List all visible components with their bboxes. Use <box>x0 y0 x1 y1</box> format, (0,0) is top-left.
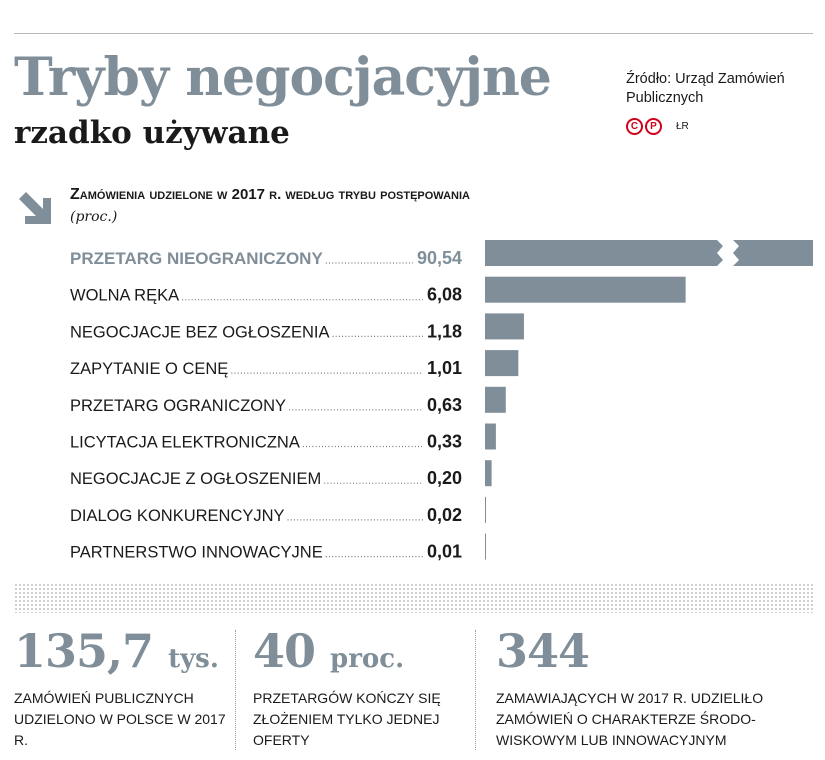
category-label: PRZETARG OGRANICZONY <box>70 397 286 415</box>
stat-number: 135,7 tys. <box>14 628 229 674</box>
chart-title-text: amówienia udzielone w 2017 r. według try… <box>79 186 470 203</box>
bar <box>485 496 486 523</box>
stat-number: 344 <box>496 628 816 674</box>
stat-value: 135,7 <box>14 624 154 678</box>
bar <box>485 460 492 487</box>
bar <box>485 276 686 303</box>
value-label: 6,08 <box>427 285 462 305</box>
c-logo-icon: C <box>626 118 643 135</box>
chart-unit: (proc.) <box>70 209 118 225</box>
bar <box>485 350 519 377</box>
value-label: 90,54 <box>417 248 462 268</box>
stat-orders-count: 135,7 tys. zamówień publicznych udzielon… <box>14 628 229 751</box>
value-label: 0,01 <box>427 542 462 562</box>
category-label: NEGOCJACJE Z OGŁOSZENIEM <box>70 470 321 488</box>
bar <box>485 313 524 340</box>
stat-unit: proc. <box>330 644 405 674</box>
stat-single-offer: 40 proc. przetargów kończy się złożeniem… <box>253 628 468 751</box>
chart-title: Zamówienia udzielone w 2017 r. według tr… <box>70 186 470 204</box>
category-label: WOLNA RĘKA <box>70 287 179 305</box>
stat-separator <box>475 630 476 750</box>
bar <box>485 423 496 450</box>
top-rule <box>14 33 813 34</box>
chart-title-initial: Z <box>70 186 80 203</box>
bar <box>485 386 506 413</box>
value-label: 0,20 <box>427 468 462 488</box>
category-label: DIALOG KONKURENCYJNY <box>70 507 285 525</box>
stat-value: 344 <box>496 624 590 678</box>
value-label: 0,63 <box>427 395 462 415</box>
stat-description: zamówień publicznych udzielono w Polsce … <box>14 690 226 748</box>
value-label: 0,33 <box>427 432 462 452</box>
arrow-down-right-icon <box>19 192 51 224</box>
author-initials: ŁR <box>676 121 689 132</box>
category-label: PARTNERSTWO INNOWACYJNE <box>70 544 323 562</box>
bar-chart: PRZETARG NIEOGRANICZONY 90,54 WOLNA RĘKA 6,… <box>70 240 813 562</box>
stat-description: przetargów kończy się złożeniem tylko je… <box>253 690 441 748</box>
stat-separator <box>235 630 236 750</box>
dotted-divider <box>14 583 813 613</box>
bar-broken-left <box>485 240 723 266</box>
stat-value: 40 <box>253 624 316 678</box>
page-title: Tryby negocjacyjne <box>14 47 552 108</box>
bar-broken-right <box>733 240 813 266</box>
page-subtitle: rzadko używane <box>14 115 290 151</box>
source-note: Źródło: Urząd Zamówień Publicznych <box>626 71 785 106</box>
publisher-logos: C P ŁR <box>626 118 689 135</box>
value-label: 1,01 <box>427 358 462 378</box>
p-logo-icon: P <box>645 118 662 135</box>
category-label: LICYTACJA ELEKTRONICZNA <box>70 434 300 452</box>
value-label: 1,18 <box>427 321 462 341</box>
stat-description: zamawiających w 2017 r. udzieliło zamówi… <box>496 690 764 748</box>
stat-green-innovative: 344 zamawiających w 2017 r. udzieliło za… <box>496 628 816 751</box>
stat-number: 40 proc. <box>253 628 468 674</box>
stat-unit: tys. <box>168 644 219 674</box>
bar <box>485 533 486 560</box>
value-label: 0,02 <box>427 505 462 525</box>
category-label: PRZETARG NIEOGRANICZONY <box>70 249 323 268</box>
category-label: NEGOCJACJE BEZ OGŁOSZENIA <box>70 323 329 341</box>
category-label: ZAPYTANIE O CENĘ <box>70 360 228 378</box>
